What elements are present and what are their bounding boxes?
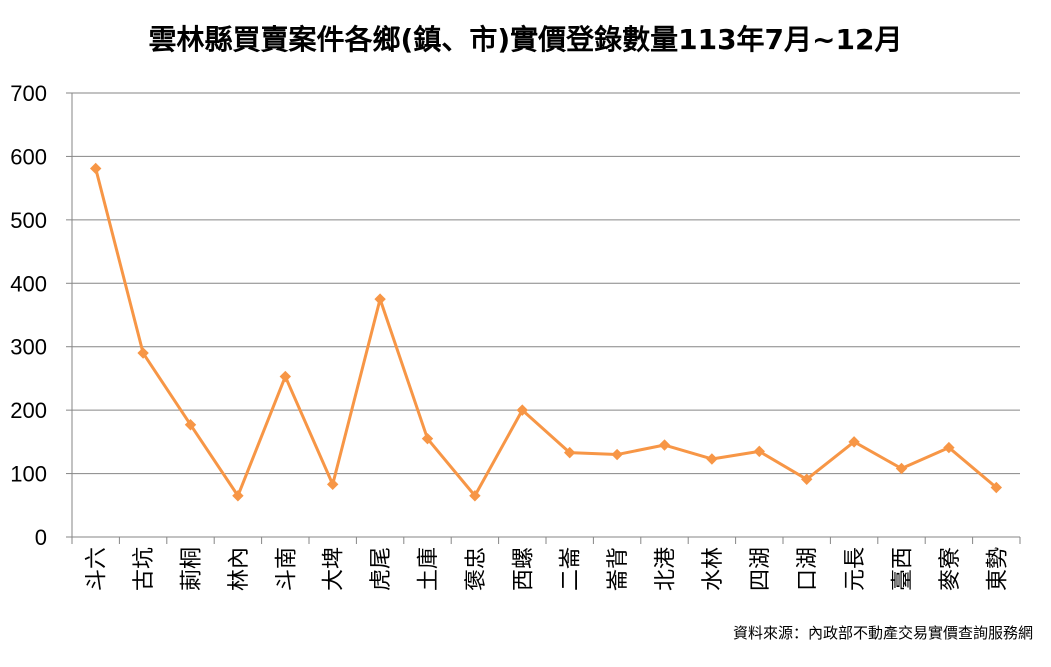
x-tick-label: 虎尾 (369, 547, 394, 591)
x-tick-label: 口湖 (796, 547, 821, 591)
y-tick-label: 500 (10, 208, 47, 233)
y-tick-label: 0 (35, 525, 47, 550)
data-point (469, 490, 481, 502)
x-tick-label: 北港 (654, 547, 679, 591)
x-tick-label: 莿桐 (180, 547, 205, 591)
y-tick-label: 700 (10, 81, 47, 106)
data-points (89, 162, 1003, 502)
data-point (279, 370, 292, 383)
x-tick-label: 林內 (227, 547, 252, 591)
gridlines (72, 92, 1020, 475)
series-line (94, 168, 998, 498)
x-tick-label: 斗六 (85, 547, 110, 591)
y-tick-labels: 0 100 200 300 400 500 600 700 (10, 81, 47, 550)
data-point (658, 439, 671, 451)
data-point (800, 473, 813, 485)
data-point (706, 453, 718, 465)
data-point (89, 162, 102, 175)
data-point (990, 481, 1003, 494)
data-point (421, 432, 434, 445)
x-tick-label: 土庫 (417, 547, 442, 591)
data-point (753, 445, 766, 458)
x-tick-label: 麥寮 (938, 547, 963, 591)
data-point (943, 441, 955, 454)
x-tick-label: 水林 (701, 547, 726, 591)
y-tick-label: 400 (10, 271, 47, 296)
x-tick-label: 崙背 (606, 547, 631, 591)
y-tick-label: 300 (10, 335, 47, 360)
x-tick-label: 元長 (843, 547, 868, 591)
x-tick-label: 二崙 (559, 547, 584, 591)
x-tick-label: 斗南 (274, 547, 299, 591)
data-point (326, 478, 339, 491)
x-tick-label: 古坑 (132, 547, 157, 591)
data-point (374, 293, 386, 305)
data-point (563, 446, 576, 459)
data-point (184, 419, 197, 431)
y-tick-label: 100 (10, 462, 47, 487)
y-tick-label: 600 (10, 144, 47, 169)
data-point (232, 490, 244, 502)
data-point (895, 462, 908, 475)
data-point (848, 436, 860, 448)
x-tick-label: 大埤 (322, 547, 347, 591)
chart-title: 雲林縣買賣案件各鄉(鎮、市)實價登錄數量113年7月~12月 (148, 23, 903, 56)
x-tick-label: 褒忠 (464, 547, 489, 591)
x-tick-label: 臺西 (891, 547, 916, 591)
data-point (516, 404, 529, 416)
y-tick-label: 200 (10, 398, 47, 423)
source-note: 資料來源：內政部不動產交易實價查詢服務網 (732, 624, 1033, 642)
data-point (611, 448, 623, 461)
series-polyline (94, 168, 998, 498)
x-tick-label: 東勢 (985, 547, 1010, 591)
axes (66, 92, 1021, 544)
data-point (137, 347, 149, 359)
x-tick-label: 西螺 (511, 547, 536, 591)
x-tick-labels: 斗六 古坑 莿桐 林內 斗南 大埤 虎尾 土庫 褒忠 西螺 二崙 崙背 北港 水林 四湖 口湖 元長 臺西 麥寮 東勢 (85, 547, 1011, 591)
x-tick-label: 四湖 (748, 547, 773, 591)
